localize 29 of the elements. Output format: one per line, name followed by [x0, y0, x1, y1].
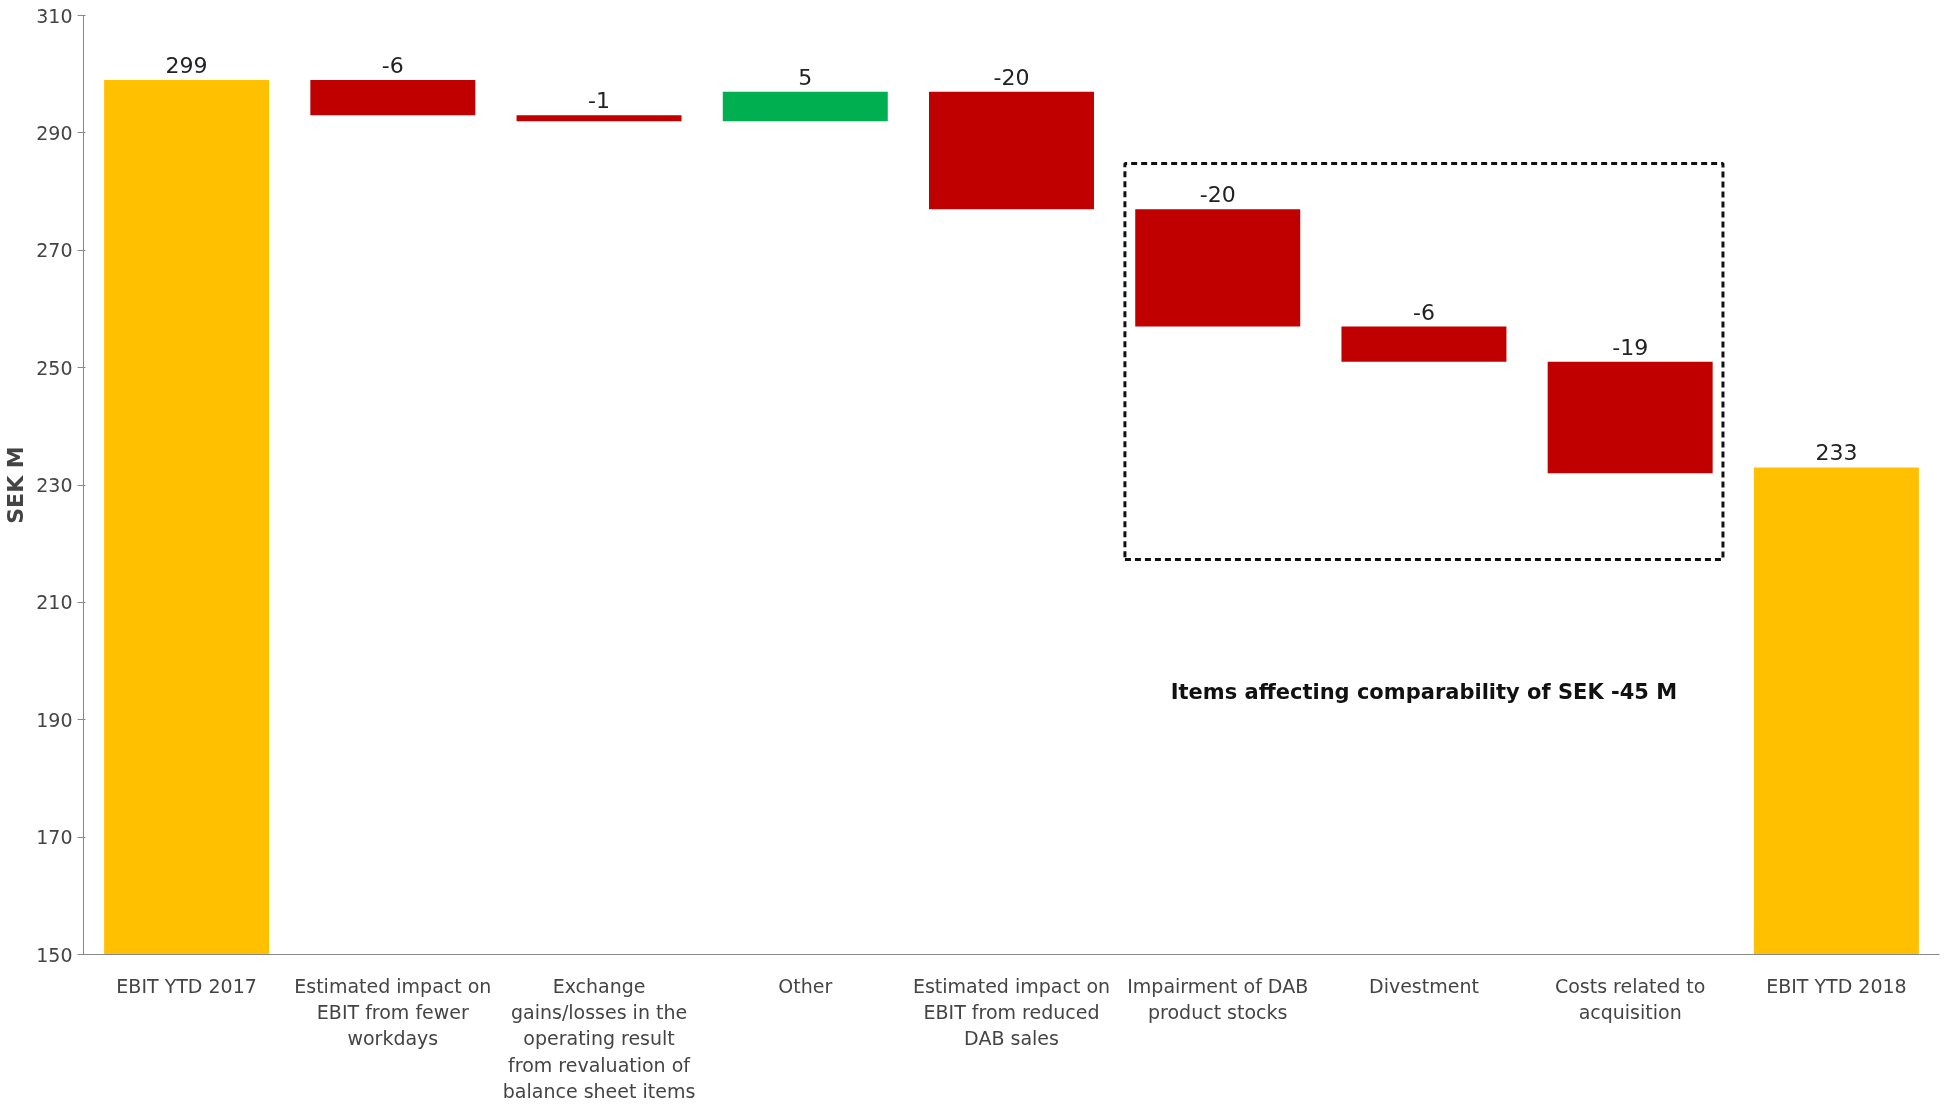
data-label: -19 [1612, 334, 1649, 360]
y-tick-label: 190 [36, 708, 73, 731]
y-tick-label: 310 [36, 4, 73, 27]
data-label: 5 [798, 64, 813, 90]
data-label: -6 [1412, 299, 1435, 325]
y-tick-label: 210 [36, 591, 73, 614]
x-tick-label: Costs related to acquisition [1554, 974, 1706, 1023]
annotation: Items affecting comparability of SEK -45 M [1170, 679, 1678, 704]
data-label: 233 [1815, 440, 1858, 466]
x-tick-label: Impairment of DAB product stocks [1127, 974, 1309, 1023]
data-label: 299 [165, 53, 208, 79]
x-tick-label: Exchange gains/losses in the operating result from revaluation of balance sheet items [502, 974, 696, 1103]
x-tick-label: EBIT YTD 2017 [116, 974, 257, 997]
x-tick-label: Other [778, 974, 833, 997]
data-label: -6 [381, 53, 404, 79]
data-label: -1 [588, 88, 611, 114]
y-tick-label: 250 [36, 356, 73, 379]
x-tick-label: Divestment [1369, 974, 1479, 997]
x-tick-label: Estimated impact on EBIT from reduced DAB sales [912, 974, 1111, 1050]
data-label: -20 [993, 64, 1030, 90]
data-label: -20 [1199, 182, 1236, 208]
x-tick-label: Estimated impact on EBIT from fewer workdays [294, 974, 492, 1050]
y-tick-label: 170 [36, 826, 73, 849]
y-tick-label: 150 [36, 943, 73, 966]
x-tick-label: EBIT YTD 2018 [1766, 974, 1907, 997]
y-tick-label: 270 [36, 239, 73, 262]
y-axis-title: SEK M [3, 446, 29, 524]
y-tick-label: 290 [36, 121, 73, 144]
y-tick-label: 230 [36, 474, 73, 496]
